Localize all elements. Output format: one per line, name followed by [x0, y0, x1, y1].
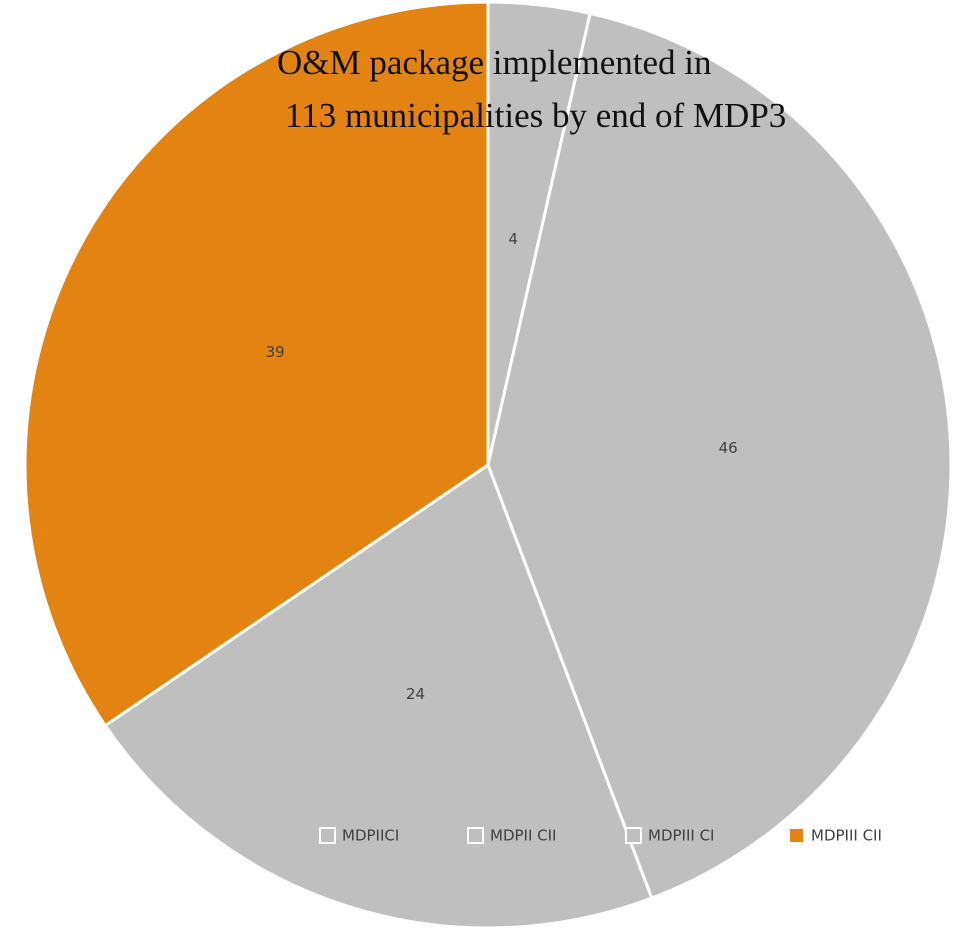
chart-title-line-1: O&M package implemented in — [277, 43, 712, 82]
pie-data-labels: 4 46 24 39 — [266, 230, 738, 703]
legend-swatch — [467, 827, 484, 844]
data-label-mdpii-cii: 46 — [719, 439, 738, 457]
chart-legend: MDPIICI MDPII CII MDPIII CI MDPIII CII — [319, 827, 882, 845]
chart-title-line-2: 113 municipalities by end of MDP3 — [285, 96, 787, 135]
legend-swatch — [788, 827, 805, 844]
pie-slice-mdpiii-ci — [103, 462, 654, 930]
data-label-mdpiici: 4 — [508, 230, 518, 248]
legend-label: MDPIII CI — [648, 827, 714, 845]
legend-item-mdpiii-cii: MDPIII CII — [788, 827, 882, 845]
legend-item-mdpiii-ci: MDPIII CI — [625, 827, 714, 845]
pie-slices — [23, 0, 953, 930]
legend-item-mdpii-cii: MDPII CII — [467, 827, 556, 845]
legend-item-mdpiici: MDPIICI — [319, 827, 399, 845]
pie-slice-mdpii-cii — [486, 11, 953, 901]
legend-label: MDPIICI — [342, 827, 399, 845]
legend-swatch — [625, 827, 642, 844]
data-label-mdpiii-cii: 39 — [266, 343, 285, 361]
legend-label: MDPII CII — [490, 827, 556, 845]
legend-swatch — [319, 827, 336, 844]
pie-slice-mdpiii-cii — [23, 0, 490, 728]
legend-label: MDPIII CII — [811, 827, 882, 845]
data-label-mdpiii-ci: 24 — [406, 685, 425, 703]
